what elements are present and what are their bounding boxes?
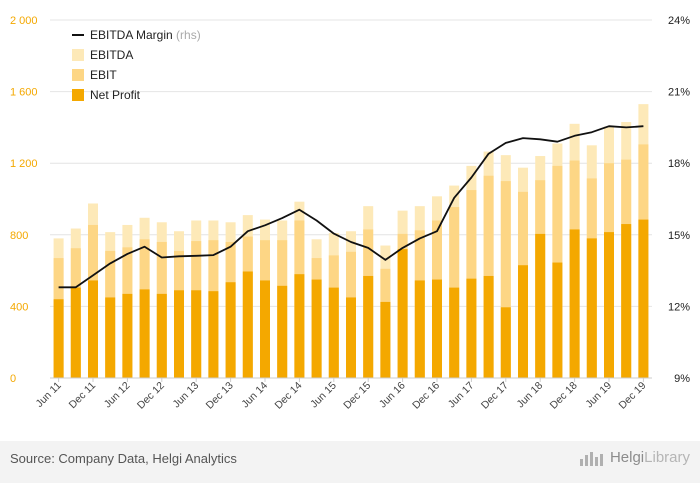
net-profit-bar (500, 307, 511, 378)
y-right-tick-label: 12% (668, 301, 690, 313)
x-tick-label: Dec 12 (135, 380, 167, 412)
net-profit-bar (449, 287, 460, 378)
net-profit-bar (294, 274, 305, 378)
legend-box-swatch (72, 69, 84, 81)
net-profit-bar (139, 289, 150, 378)
net-profit-bar (311, 279, 322, 378)
y-left-tick-label: 1 200 (10, 158, 38, 170)
net-profit-bar (535, 233, 546, 378)
x-tick-label: Jun 16 (377, 380, 408, 411)
x-tick-label: Jun 13 (171, 380, 202, 411)
footer: Source: Company Data, Helgi Analytics He… (0, 441, 700, 483)
x-tick-label: Dec 17 (479, 380, 511, 412)
brand-name-a: Helgi (609, 449, 645, 466)
legend-box-swatch (72, 49, 84, 61)
x-tick-label: Dec 16 (410, 380, 442, 412)
y-left-tick-label: 800 (10, 230, 28, 242)
net-profit-bar (260, 280, 270, 378)
net-profit-bar (174, 290, 184, 378)
y-right-tick-label: 15% (668, 230, 690, 242)
x-tick-label: Dec 19 (617, 380, 649, 412)
x-tick-label: Dec 11 (67, 380, 99, 412)
y-right-tick-label: 18% (668, 158, 690, 170)
y-right-tick-label: 24% (668, 15, 690, 27)
net-profit-bar (466, 278, 477, 378)
net-profit-bar (483, 275, 494, 378)
x-tick-label: Dec 14 (273, 380, 305, 412)
x-tick-label: Jun 12 (102, 380, 133, 411)
y-right-tick-label: 21% (668, 87, 690, 99)
x-tick-label: Jun 14 (239, 380, 270, 411)
net-profit-bar (328, 287, 339, 378)
brand-name-b: Library (644, 449, 690, 466)
net-profit-bar (604, 232, 614, 378)
net-profit-bar (70, 287, 81, 378)
legend-box-swatch (72, 89, 84, 101)
legend-label: Net Profit (90, 88, 141, 102)
net-profit-bar (105, 297, 116, 378)
x-tick-label: Jun 19 (583, 380, 614, 411)
x-tick-label: Dec 13 (204, 380, 236, 412)
x-tick-label: Jun 17 (446, 380, 477, 411)
legend-label: EBITDA (90, 48, 133, 62)
chart-logo-icon (579, 451, 603, 466)
net-profit-bar (552, 262, 563, 378)
y-left-tick-label: 2 000 (10, 15, 38, 27)
net-profit-bar (156, 293, 167, 378)
net-profit-bar (380, 301, 391, 378)
net-profit-bar (638, 219, 649, 378)
net-profit-bar (191, 290, 202, 378)
net-profit-bar (208, 291, 219, 378)
net-profit-bar (346, 297, 356, 378)
net-profit-bar (225, 282, 236, 378)
net-profit-bar (432, 279, 442, 378)
net-profit-bar (397, 249, 408, 378)
net-profit-bar (88, 280, 98, 378)
source-note: Source: Company Data, Helgi Analytics (10, 451, 237, 466)
net-profit-bar (621, 224, 632, 378)
legend-label: EBIT (90, 68, 117, 82)
chart: 0 400 800 1 200 1 600 2 000 9% 12% 15% 18% 21% 24% J… (10, 15, 690, 412)
x-tick-label: Jun 11 (33, 380, 63, 410)
y-left-tick-label: 0 (10, 373, 16, 385)
net-profit-bar (122, 293, 133, 378)
legend-label: EBITDA Margin (rhs) (90, 28, 201, 42)
x-tick-label: Jun 18 (515, 380, 546, 411)
y-right-tick-label: 9% (674, 373, 690, 385)
net-profit-bar (363, 275, 374, 378)
net-profit-bar (414, 280, 425, 378)
net-profit-bar (242, 271, 253, 378)
y-left-tick-label: 400 (10, 301, 28, 313)
net-profit-bar (586, 238, 597, 378)
bars (53, 104, 649, 378)
margin-line (58, 125, 644, 289)
helgi-library-logo: HelgiLibrary (579, 449, 690, 466)
legend: EBITDA Margin (rhs) EBITDA EBIT Net Profit (72, 28, 201, 102)
y-left-tick-label: 1 600 (10, 87, 38, 99)
gridlines (50, 19, 652, 307)
ebitda-margin-line (58, 125, 644, 289)
x-tick-label: Dec 15 (341, 380, 373, 412)
x-tick-label: Jun 15 (308, 380, 339, 411)
net-profit-bar (277, 285, 288, 378)
net-profit-bar (53, 299, 64, 378)
legend-suffix: (rhs) (173, 28, 201, 42)
net-profit-bar (569, 229, 580, 378)
x-tick-label: Dec 18 (548, 380, 580, 412)
net-profit-bar (518, 265, 528, 378)
ebit-bar (500, 181, 511, 378)
